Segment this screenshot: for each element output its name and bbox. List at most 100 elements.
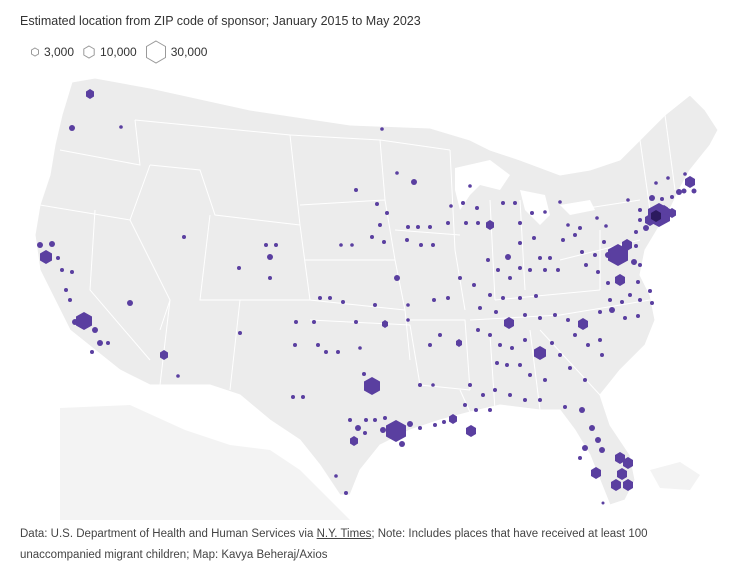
marker-ma-10 bbox=[638, 298, 642, 302]
marker-charlotte bbox=[578, 318, 588, 330]
size-legend: 3,000 10,000 30,000 bbox=[30, 40, 215, 64]
marker-ma-18 bbox=[606, 281, 610, 285]
marker-dallas bbox=[364, 377, 380, 395]
marker-boston bbox=[685, 176, 695, 188]
marker-tx-h3 bbox=[399, 441, 405, 447]
marker-fl-ftl bbox=[617, 468, 627, 480]
marker-nv bbox=[127, 300, 133, 306]
marker-s-42 bbox=[433, 423, 437, 427]
marker-la-2 bbox=[72, 319, 78, 325]
marker-mw-16 bbox=[518, 221, 522, 225]
marker-nyc-core bbox=[651, 210, 661, 222]
marker-la-3 bbox=[92, 327, 98, 333]
large-hexagon-icon bbox=[145, 40, 166, 64]
marker-ca-1 bbox=[37, 242, 43, 248]
marker-houston bbox=[386, 420, 406, 442]
marker-ne-n11 bbox=[626, 198, 630, 202]
marker-s-30 bbox=[543, 378, 547, 382]
marker-mw-37 bbox=[446, 296, 450, 300]
marker-mw-34 bbox=[558, 200, 562, 204]
marker-ne-3 bbox=[378, 223, 382, 227]
marker-ca-4 bbox=[60, 268, 64, 272]
marker-ma-9 bbox=[650, 301, 654, 305]
marker-s-15 bbox=[498, 343, 502, 347]
marker-s-14 bbox=[488, 333, 492, 337]
marker-s-26 bbox=[495, 361, 499, 365]
marker-ne-n4 bbox=[670, 195, 674, 199]
marker-s-27 bbox=[505, 363, 509, 367]
map-subtitle: Estimated location from ZIP code of spon… bbox=[20, 14, 421, 28]
marker-s-41 bbox=[488, 408, 492, 412]
marker-mw-3 bbox=[428, 225, 432, 229]
marker-mw-13 bbox=[476, 221, 480, 225]
marker-tx-h4 bbox=[383, 416, 387, 420]
marker-nyc-3 bbox=[660, 205, 668, 215]
marker-ne-1 bbox=[375, 202, 379, 206]
marker-mw-12 bbox=[464, 221, 468, 225]
source-link[interactable]: N.Y. Times bbox=[316, 528, 372, 540]
marker-s-34 bbox=[508, 393, 512, 397]
legend-item-small: 3,000 bbox=[30, 45, 74, 59]
marker-fl-3 bbox=[589, 425, 595, 431]
legend-label-small: 3,000 bbox=[44, 45, 75, 59]
marker-tx-9 bbox=[291, 395, 295, 399]
marker-ne-n9 bbox=[666, 176, 670, 180]
marker-ma-13 bbox=[608, 298, 612, 302]
marker-s-13 bbox=[476, 328, 480, 332]
marker-ma-14 bbox=[578, 226, 582, 230]
marker-sa-2 bbox=[348, 418, 352, 422]
marker-ok-2 bbox=[382, 320, 388, 328]
marker-sd-2 bbox=[106, 341, 110, 345]
marker-ne-n6 bbox=[681, 188, 687, 194]
marker-fl-5 bbox=[582, 445, 588, 451]
marker-ma-16 bbox=[584, 263, 588, 267]
marker-mw-28 bbox=[548, 256, 552, 260]
marker-ne-n10 bbox=[654, 181, 658, 185]
marker-nyc-4 bbox=[668, 208, 676, 218]
marker-fl-6 bbox=[599, 447, 605, 453]
marker-seattle bbox=[86, 89, 94, 99]
marker-s-43 bbox=[418, 426, 422, 430]
marker-s-19 bbox=[558, 353, 562, 357]
marker-tx-h2 bbox=[380, 427, 386, 433]
marker-s-25 bbox=[583, 378, 587, 382]
marker-mw-8 bbox=[449, 204, 453, 208]
marker-dc-large bbox=[608, 244, 628, 266]
marker-tx-7 bbox=[358, 346, 362, 350]
marker-mw-40 bbox=[501, 296, 505, 300]
usa-land bbox=[34, 77, 719, 506]
marker-s-39 bbox=[463, 403, 467, 407]
marker-sa-1 bbox=[355, 425, 361, 431]
marker-denver-1 bbox=[264, 243, 268, 247]
marker-mw-31 bbox=[561, 238, 565, 242]
marker-s-9 bbox=[623, 316, 627, 320]
legend-item-large: 30,000 bbox=[145, 40, 207, 64]
marker-mw-42 bbox=[534, 294, 538, 298]
note-text: ; Note: Includes places that have receiv… bbox=[20, 528, 648, 561]
marker-denver-4 bbox=[268, 276, 272, 280]
marker-mw-11 bbox=[446, 221, 450, 225]
marker-s-4 bbox=[538, 316, 542, 320]
marker-fl-1 bbox=[563, 405, 567, 409]
marker-ma-20 bbox=[604, 224, 608, 228]
marker-ma-3 bbox=[634, 244, 638, 248]
marker-tucson bbox=[176, 374, 180, 378]
marker-memphis bbox=[456, 339, 462, 347]
marker-s-35 bbox=[523, 398, 527, 402]
small-hexagon-icon bbox=[31, 47, 39, 57]
marker-fl-2 bbox=[579, 407, 585, 413]
marker-ne-6 bbox=[339, 243, 343, 247]
marker-ne-n8 bbox=[683, 172, 687, 176]
marker-ks-2 bbox=[318, 296, 322, 300]
marker-mw-21 bbox=[532, 236, 536, 240]
marker-ne-n7 bbox=[691, 188, 697, 194]
marker-s-37 bbox=[418, 383, 422, 387]
marker-ne-n3 bbox=[660, 197, 664, 201]
marker-ca-6 bbox=[64, 288, 68, 292]
marker-mw-23 bbox=[496, 268, 500, 272]
marker-tx-10 bbox=[301, 395, 305, 399]
marker-nd bbox=[380, 127, 384, 131]
marker-ne-n1 bbox=[638, 208, 642, 212]
marker-s-17 bbox=[523, 338, 527, 342]
marker-ks-6 bbox=[406, 303, 410, 307]
